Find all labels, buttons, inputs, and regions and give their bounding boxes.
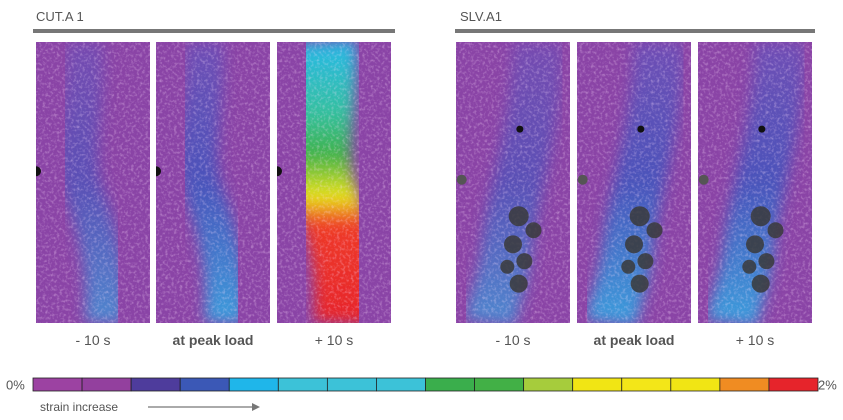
void xyxy=(508,206,529,227)
void xyxy=(516,253,533,270)
colorbar xyxy=(32,377,819,392)
texture xyxy=(277,42,391,323)
panel-label: at peak load xyxy=(173,332,254,348)
strain-map xyxy=(698,42,812,323)
colorbar-segment xyxy=(768,377,819,392)
panels: - 10 s at peak load + 10 s - 10 s at peak lo… xyxy=(36,42,812,348)
map-content xyxy=(156,42,270,323)
colorbar-caption: strain increase xyxy=(40,400,118,414)
void xyxy=(746,235,764,254)
void xyxy=(500,259,515,274)
panel-label: + 10 s xyxy=(315,332,354,348)
colorbar-segment xyxy=(32,377,83,392)
map-content xyxy=(36,42,150,323)
void xyxy=(625,235,643,254)
strain-map xyxy=(36,42,150,323)
strain-map xyxy=(577,42,691,323)
panel-label: - 10 s xyxy=(495,332,530,348)
colorbar-segment xyxy=(326,377,377,392)
map-content xyxy=(277,42,391,323)
marker xyxy=(516,125,524,133)
colorbar-segment xyxy=(670,377,721,392)
texture xyxy=(156,42,270,323)
void xyxy=(637,253,654,270)
void xyxy=(525,222,542,239)
texture xyxy=(698,42,812,323)
marker xyxy=(36,166,41,177)
colorbar-segment xyxy=(425,377,475,392)
void xyxy=(621,259,636,274)
marker xyxy=(637,125,645,133)
colorbar-segment xyxy=(572,377,623,392)
colorbar-segment xyxy=(228,377,279,392)
void xyxy=(646,222,663,239)
map-content xyxy=(698,42,812,323)
void xyxy=(751,274,770,293)
texture xyxy=(456,42,570,323)
strain-map xyxy=(156,42,270,323)
panel-label: + 10 s xyxy=(736,332,775,348)
panel-label: - 10 s xyxy=(75,332,110,348)
void xyxy=(750,206,771,227)
group-title: SLV.A1 xyxy=(460,9,502,24)
void xyxy=(758,253,775,270)
void xyxy=(630,274,649,293)
void xyxy=(767,222,784,239)
texture xyxy=(36,42,150,323)
panel-label: at peak load xyxy=(594,332,675,348)
colorbar-segment xyxy=(179,377,230,392)
strain-map xyxy=(456,42,570,323)
colorbar-segment xyxy=(621,377,672,392)
colorbar-segment xyxy=(523,377,574,392)
colorbar-segment xyxy=(277,377,328,392)
void xyxy=(629,206,650,227)
colorbar-segment xyxy=(376,377,426,392)
group-title: CUT.A 1 xyxy=(36,9,84,24)
map-content xyxy=(456,42,570,323)
void xyxy=(742,259,757,274)
marker xyxy=(456,174,467,185)
colorbar-max: 2% xyxy=(818,377,837,392)
colorbar-min: 0% xyxy=(6,377,25,392)
colorbar-segment xyxy=(81,377,132,392)
colorbar-segment xyxy=(474,377,525,392)
marker xyxy=(758,125,766,133)
strain-map xyxy=(277,42,391,323)
arrow-head xyxy=(252,403,260,411)
marker xyxy=(577,174,588,185)
marker xyxy=(156,166,161,177)
marker xyxy=(698,174,709,185)
void xyxy=(504,235,522,254)
colorbar-segment xyxy=(130,377,181,392)
colorbar-segment xyxy=(719,377,770,392)
void xyxy=(509,274,528,293)
marker xyxy=(277,166,282,177)
map-content xyxy=(577,42,691,323)
texture xyxy=(577,42,691,323)
